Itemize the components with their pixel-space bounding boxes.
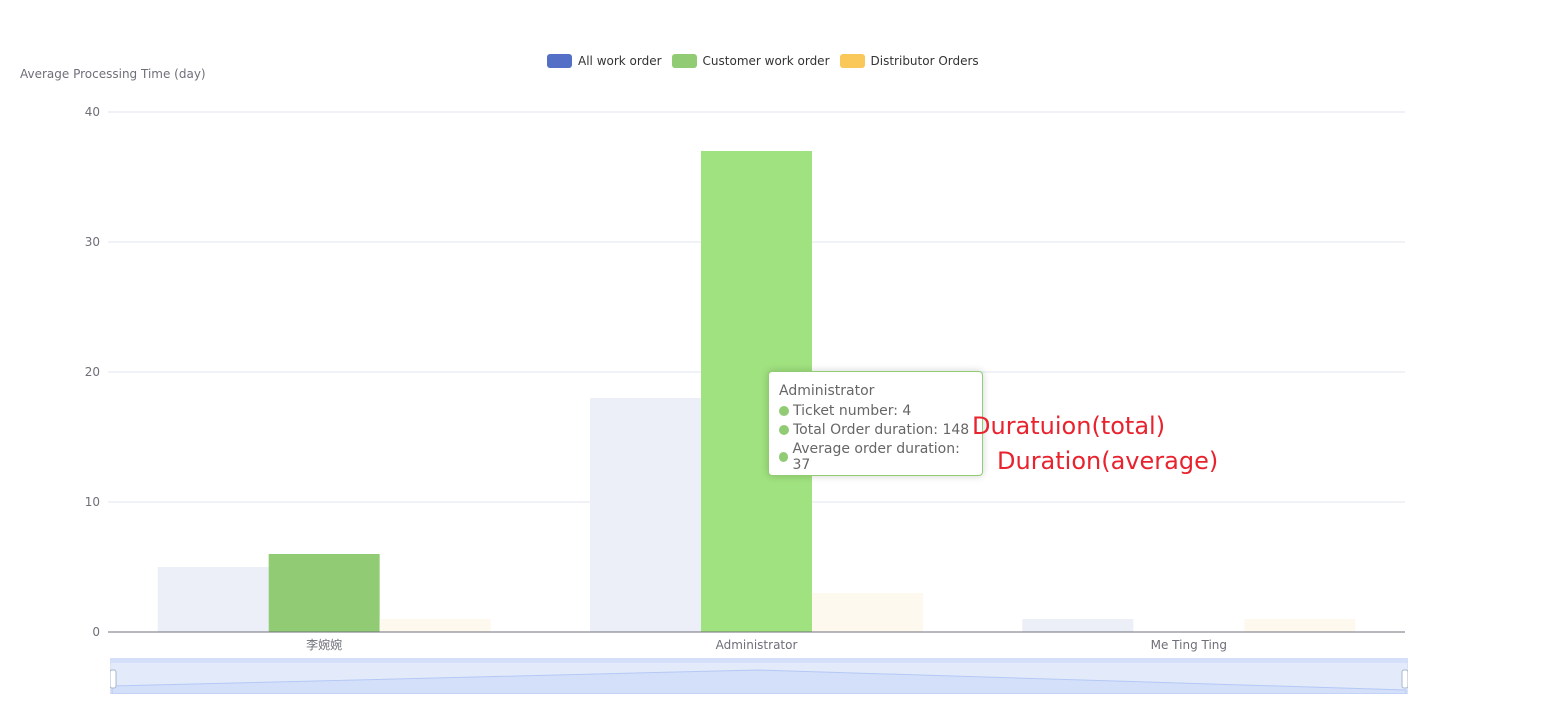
data-zoom-left-handle[interactable] — [110, 669, 117, 689]
legend-item-all-work-order[interactable]: All work order — [547, 54, 662, 68]
y-tick-label: 20 — [85, 365, 100, 379]
tooltip: Administrator Ticket number: 4 Total Ord… — [768, 371, 983, 476]
tooltip-row-label: Average order duration: 37 — [792, 441, 960, 473]
bar — [379, 619, 491, 632]
x-tick-label: 李婉婉 — [306, 637, 342, 652]
legend-swatch-all-work-order — [547, 54, 572, 68]
y-tick-label: 0 — [92, 625, 100, 639]
bar — [590, 398, 701, 632]
tooltip-title: Administrator — [779, 383, 875, 399]
annotation-average: Duration(average) — [997, 447, 1219, 475]
bar — [268, 554, 380, 632]
legend-swatch-distributor-orders — [839, 54, 865, 68]
data-zoom-top-bar — [110, 658, 1408, 663]
y-tick-label: 10 — [85, 495, 100, 509]
bar — [157, 567, 269, 632]
bar — [1244, 619, 1356, 632]
data-zoom-right-handle[interactable] — [1401, 669, 1408, 689]
legend: All work order Customer work order Distr… — [547, 54, 979, 68]
y-tick-label: 30 — [85, 235, 100, 249]
bar — [1022, 619, 1134, 632]
legend-label-all-work-order: All work order — [578, 54, 662, 68]
tooltip-row: Ticket number: 4 — [779, 403, 972, 419]
legend-item-distributor-orders[interactable]: Distributor Orders — [839, 54, 979, 68]
annotation-total: Duratuion(total) — [972, 412, 1166, 440]
tooltip-row: Total Order duration: 148 — [779, 422, 972, 438]
legend-label-distributor-orders: Distributor Orders — [870, 54, 979, 68]
tooltip-row: Average order duration: 37 — [779, 441, 972, 473]
x-tick-label: Me Ting Ting — [1151, 638, 1227, 652]
data-zoom-preview-area — [111, 669, 1407, 694]
y-tick-label: 40 — [85, 105, 100, 119]
legend-label-customer-work-order: Customer work order — [702, 54, 830, 68]
data-zoom-slider[interactable] — [110, 658, 1408, 694]
series-dot-icon — [779, 425, 789, 435]
legend-swatch-customer-work-order — [671, 54, 697, 68]
tooltip-row-label: Ticket number: 4 — [793, 403, 912, 419]
y-axis-title: Average Processing Time (day) — [20, 67, 206, 81]
tooltip-row-label: Total Order duration: 148 — [793, 422, 970, 438]
bar — [812, 593, 923, 632]
legend-item-customer-work-order[interactable]: Customer work order — [671, 54, 830, 68]
x-tick-label: Administrator — [716, 638, 798, 652]
series-dot-icon — [779, 406, 789, 416]
series-dot-icon — [779, 452, 789, 462]
